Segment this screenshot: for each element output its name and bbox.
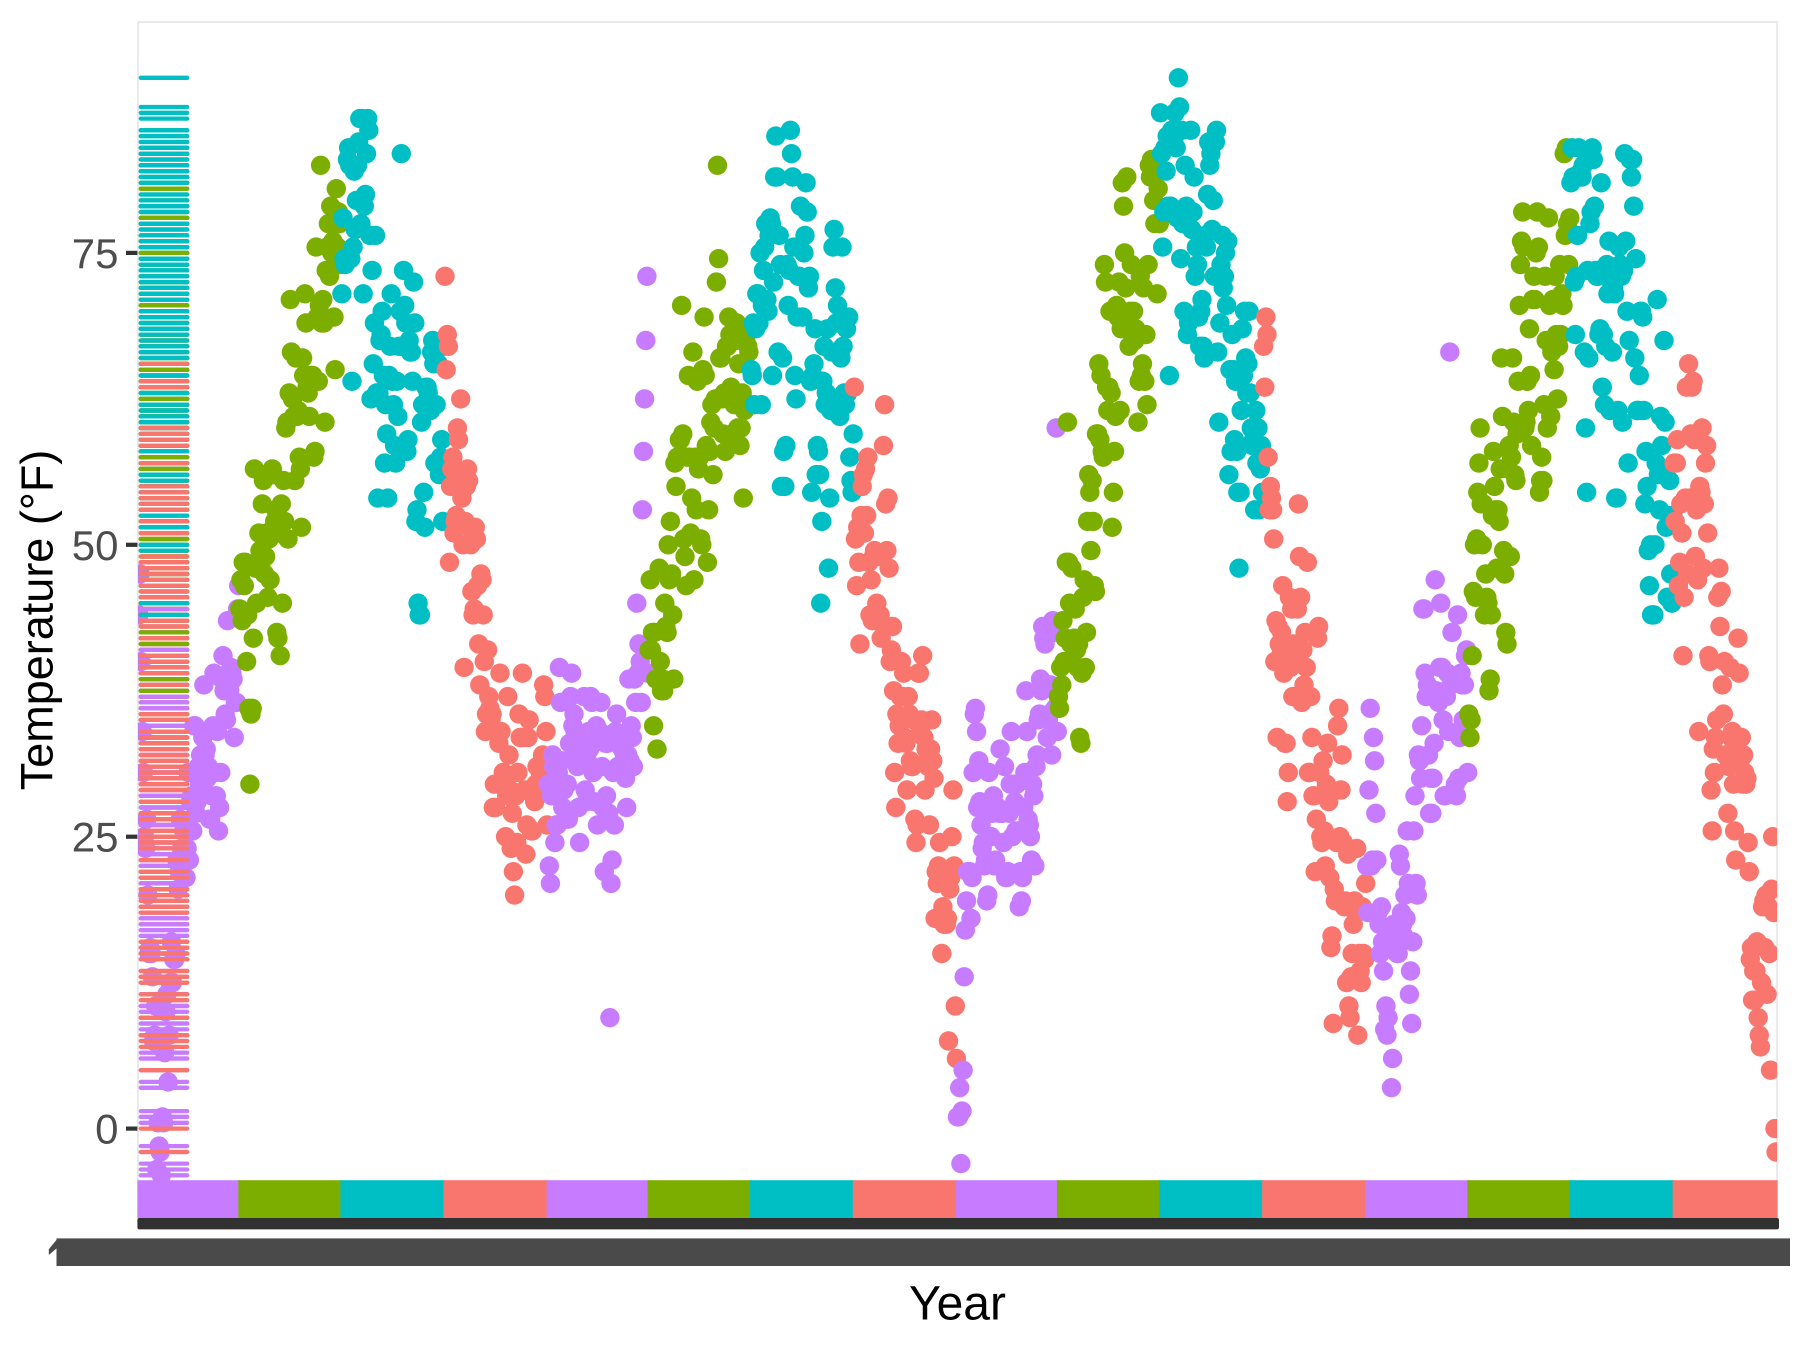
svg-text:Year: Year [909, 1278, 1006, 1331]
svg-text:25: 25 [72, 814, 119, 861]
svg-text:0: 0 [95, 1106, 118, 1153]
svg-text:50: 50 [72, 522, 119, 569]
svg-text:75: 75 [72, 230, 119, 277]
svg-text:Temperature (°F): Temperature (°F) [12, 450, 63, 791]
